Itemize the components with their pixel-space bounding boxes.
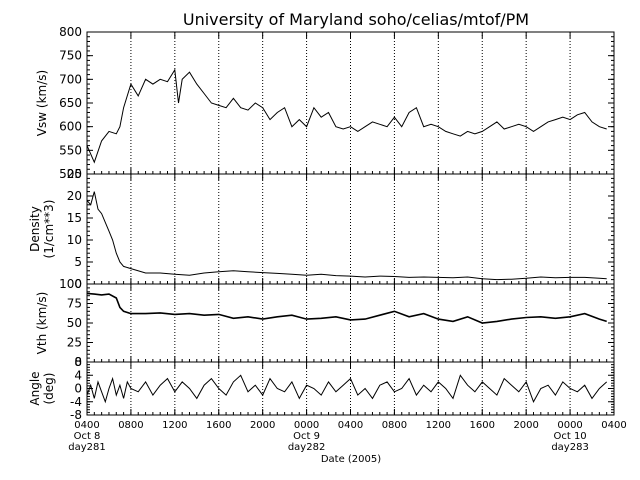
series-line-1: [86, 191, 607, 281]
y-axis-label: (1/cm**3): [42, 200, 56, 259]
day-label-date: Oct 10: [553, 431, 586, 442]
y-tick-label: 50: [67, 316, 82, 330]
day-label-doy: day282: [288, 442, 325, 453]
y-tick-label: 0: [74, 355, 82, 369]
day-label-doy: day281: [68, 442, 105, 453]
y-tick-label: 15: [67, 211, 82, 225]
chart-title: University of Maryland soho/celias/mtof/…: [183, 10, 529, 29]
x-tick-label: 2000: [513, 420, 538, 431]
y-tick-label: 0: [74, 382, 82, 396]
y-axis-label: Vth (km/s): [35, 292, 49, 355]
y-tick-label: 20: [67, 189, 82, 203]
y-tick-label: 10: [67, 233, 82, 247]
y-axis-label: (deg): [42, 373, 56, 405]
x-tick-label: 2000: [250, 420, 275, 431]
series-line-0: [86, 68, 607, 164]
y-tick-label: 8: [74, 355, 82, 369]
x-tick-label: 0000: [557, 420, 582, 431]
series-line-3: [86, 374, 608, 404]
y-tick-label: 0: [74, 277, 82, 291]
y-tick-label: 5: [74, 255, 82, 269]
y-axis-label: Density: [28, 206, 42, 252]
panel-1: 0 5 10 15 20 25 Density (1/cm**3): [28, 167, 615, 291]
y-tick-label: 100: [59, 277, 82, 291]
y-tick-label: 750: [59, 49, 82, 63]
y-axis-label: Angle: [28, 371, 42, 405]
y-tick-label: 25: [67, 167, 82, 181]
x-tick-label: 0400: [74, 420, 99, 431]
day-label-date: Oct 9: [293, 431, 320, 442]
y-tick-label: 500: [59, 167, 82, 181]
y-tick-label: 600: [59, 120, 82, 134]
y-axis-label: Vsw (km/s): [35, 70, 49, 136]
y-tick-label: 700: [59, 72, 82, 86]
y-tick-label: 800: [59, 25, 82, 39]
day-label-date: Oct 8: [74, 431, 101, 442]
y-tick-label: -8: [70, 408, 82, 422]
x-tick-label: 0400: [601, 420, 626, 431]
x-tick-label: 0400: [338, 420, 363, 431]
x-tick-label: 0800: [118, 420, 143, 431]
x-axis-label: Date (2005): [321, 454, 381, 465]
x-tick-label: 1600: [470, 420, 495, 431]
y-tick-label: 75: [67, 297, 82, 311]
x-tick-label: 1200: [162, 420, 187, 431]
y-tick-label: 4: [74, 368, 82, 382]
x-tick-label: 0800: [382, 420, 407, 431]
series-line-2: [86, 292, 607, 324]
x-tick-label: 1600: [206, 420, 231, 431]
y-tick-label: -4: [70, 395, 82, 409]
y-tick-label: 25: [67, 336, 82, 350]
y-tick-label: 650: [59, 96, 82, 110]
x-tick-label: 0000: [294, 420, 319, 431]
x-tick-label: 1200: [426, 420, 451, 431]
y-tick-label: 550: [59, 143, 82, 157]
day-label-doy: day283: [551, 442, 588, 453]
